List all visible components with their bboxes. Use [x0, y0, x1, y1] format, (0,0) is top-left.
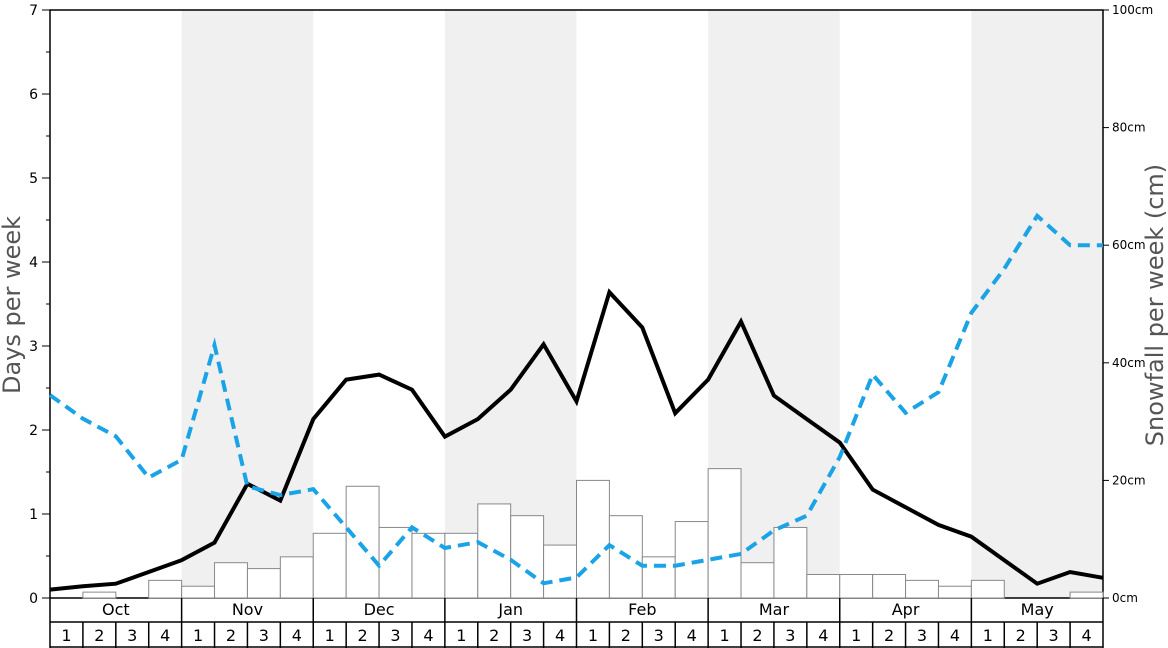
week-label: 4 — [292, 626, 302, 645]
bar — [872, 573, 907, 599]
bar — [246, 568, 281, 599]
bar — [543, 544, 577, 599]
bar — [214, 562, 248, 599]
week-label: 1 — [719, 626, 729, 645]
month-label-apr: Apr — [892, 600, 920, 619]
bar — [576, 479, 610, 599]
week-label: 4 — [950, 626, 960, 645]
week-label: 1 — [456, 626, 466, 645]
week-label: 2 — [884, 626, 894, 645]
bar — [839, 573, 874, 599]
bar — [905, 579, 939, 599]
week-label: 1 — [325, 626, 335, 645]
month-label-oct: Oct — [102, 600, 130, 619]
left-tick-label: 5 — [29, 171, 38, 187]
bar-series — [82, 468, 1104, 599]
month-shade-jan — [444, 10, 577, 598]
right-tick-label: 40cm — [1112, 356, 1146, 370]
left-axis-title: Days per week — [0, 216, 26, 394]
week-label: 3 — [917, 626, 927, 645]
week-label: 4 — [1081, 626, 1091, 645]
bar — [740, 562, 775, 599]
left-tick-label: 0 — [29, 591, 38, 607]
week-label: 2 — [621, 626, 631, 645]
left-tick-label: 4 — [29, 255, 38, 271]
bar — [279, 556, 314, 599]
calendar-axis: Oct 1 2 3 4 Nov 1 2 3 4 Dec 1 2 3 4 Jan 1 2 3 4 Feb 1 2 3 4 Mar 1 2… — [49, 598, 1104, 648]
week-label: 3 — [1049, 626, 1059, 645]
week-label: 2 — [489, 626, 499, 645]
bar — [181, 585, 216, 599]
week-label: 2 — [358, 626, 368, 645]
left-tick-label: 3 — [29, 339, 38, 355]
bar — [148, 579, 183, 599]
week-label: 3 — [522, 626, 532, 645]
right-tick-label: 80cm — [1112, 121, 1146, 135]
month-label-jan: Jan — [497, 600, 523, 619]
week-label: 3 — [259, 626, 269, 645]
bar — [411, 532, 446, 599]
week-label: 2 — [752, 626, 762, 645]
bar — [378, 526, 413, 599]
days-line — [49, 288, 1104, 592]
week-label: 3 — [127, 626, 137, 645]
week-label: 4 — [555, 626, 565, 645]
week-label: 1 — [193, 626, 203, 645]
bar — [707, 468, 742, 599]
month-label-mar: Mar — [759, 600, 790, 619]
bar — [806, 573, 841, 599]
week-label: 1 — [588, 626, 598, 645]
month-shade-may — [971, 10, 1103, 598]
week-label: 3 — [785, 626, 795, 645]
month-label-dec: Dec — [364, 600, 395, 619]
right-tick-label: 20cm — [1112, 473, 1146, 487]
right-axis-title: Snowfall per week (cm) — [1141, 164, 1168, 446]
bar — [444, 532, 479, 599]
week-label: 4 — [160, 626, 170, 645]
week-label: 3 — [390, 626, 400, 645]
bar — [937, 585, 972, 599]
week-label: 2 — [94, 626, 104, 645]
right-tick-label: 60cm — [1112, 238, 1146, 252]
bar — [82, 591, 117, 599]
month-label-may: May — [1021, 600, 1054, 619]
week-label: 1 — [61, 626, 71, 645]
bar — [345, 485, 380, 599]
month-label-feb: Feb — [628, 600, 656, 619]
week-label: 4 — [818, 626, 828, 645]
axes: 0 1 2 3 4 5 6 7 0cm 20cm 40cm 60cm 80cm 100cm — [29, 3, 1153, 607]
left-tick-label: 2 — [29, 423, 38, 439]
line-series — [48, 212, 1104, 592]
week-label: 4 — [423, 626, 433, 645]
bar — [510, 515, 545, 599]
right-tick-label: 0cm — [1112, 591, 1138, 605]
right-tick-label: 100cm — [1112, 3, 1153, 17]
week-label: 1 — [983, 626, 993, 645]
bar — [641, 556, 676, 599]
left-tick-label: 1 — [29, 507, 38, 523]
bar — [1069, 591, 1104, 599]
week-label: 2 — [226, 626, 236, 645]
week-label: 4 — [687, 626, 697, 645]
week-label: 1 — [851, 626, 861, 645]
bar — [312, 532, 347, 599]
bar — [773, 526, 808, 599]
month-label-nov: Nov — [232, 600, 263, 619]
left-tick-label: 7 — [29, 3, 38, 19]
month-shade-nov — [181, 10, 314, 598]
left-tick-label: 6 — [29, 87, 38, 103]
bar — [970, 579, 1005, 599]
week-label: 2 — [1016, 626, 1026, 645]
week-label: 3 — [654, 626, 664, 645]
month-shading — [181, 10, 1103, 598]
